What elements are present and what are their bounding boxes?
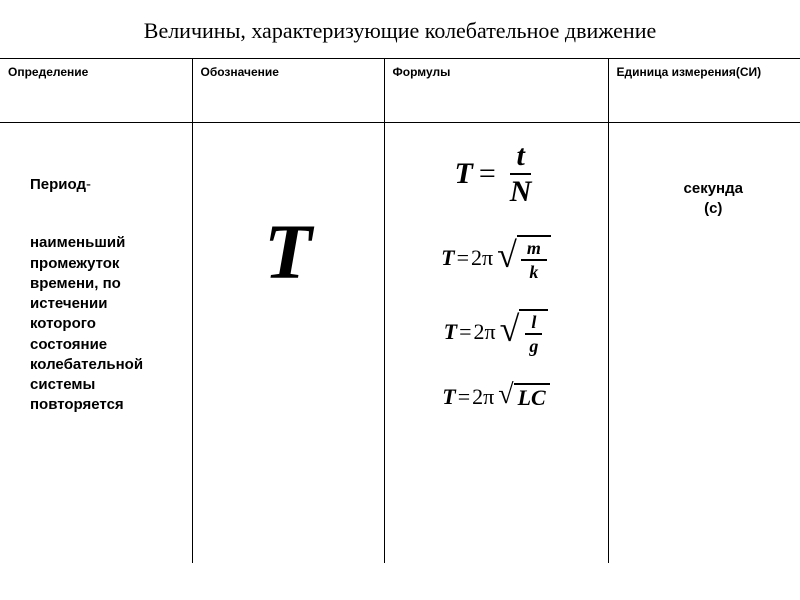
f1-num: t xyxy=(510,141,530,175)
f3-den: g xyxy=(523,335,544,355)
f4-arg: LC xyxy=(514,383,550,411)
cell-formulas: T = t N T = 2π √ xyxy=(384,123,608,563)
f3-eq: = xyxy=(459,319,471,345)
f2-eq: = xyxy=(457,245,469,271)
f1-eq: = xyxy=(479,157,496,191)
radical-icon: √ xyxy=(497,245,517,291)
f4-lhs: T xyxy=(442,384,455,410)
f3-num: l xyxy=(525,313,542,335)
f2-fraction: m k xyxy=(521,239,547,281)
f2-coef: 2π xyxy=(471,245,493,271)
unit-abbr: (с) xyxy=(639,199,789,219)
unit-name: секунда xyxy=(639,179,789,199)
f3-lhs: T xyxy=(444,319,457,345)
table-header-row: Определение Обозначение Формулы Единица … xyxy=(0,59,800,123)
f1-lhs: T xyxy=(455,157,473,191)
term-label: Период- xyxy=(30,175,180,195)
cell-unit: секунда (с) xyxy=(608,123,800,563)
cell-definition: Период- наименьший промежуток времени, п… xyxy=(0,123,192,563)
f2-num: m xyxy=(521,239,547,261)
term-name: Период xyxy=(30,176,86,193)
term-description: наименьший промежуток времени, по истече… xyxy=(30,233,160,415)
radical-icon: √ xyxy=(500,319,520,365)
header-definition: Определение xyxy=(0,59,192,123)
f4-sqrt: √ LC xyxy=(498,383,550,411)
f4-eq: = xyxy=(458,384,470,410)
f2-den: k xyxy=(523,261,544,281)
f3-fraction: l g xyxy=(523,313,544,355)
header-symbol: Обозначение xyxy=(192,59,384,123)
table-row: Период- наименьший промежуток времени, п… xyxy=(0,123,800,563)
f1-fraction: t N xyxy=(504,141,538,207)
f3-sqrt: √ l g xyxy=(500,309,549,355)
radical-icon: √ xyxy=(498,387,513,415)
formula-lc-circuit: T = 2π √ LC xyxy=(442,383,549,411)
dash: - xyxy=(86,176,91,193)
header-formulas: Формулы xyxy=(384,59,608,123)
formula-simple-pendulum: T = 2π √ l g xyxy=(444,309,549,355)
f1-den: N xyxy=(504,175,538,207)
symbol-T: T xyxy=(264,213,312,291)
formula-period-basic: T = t N xyxy=(455,141,538,207)
f2-sqrt: √ m k xyxy=(497,235,551,281)
f3-coef: 2π xyxy=(474,319,496,345)
formula-spring-pendulum: T = 2π √ m k xyxy=(441,235,551,281)
header-unit: Единица измерения(СИ) xyxy=(608,59,800,123)
page-title: Величины, характеризующие колебательное … xyxy=(0,0,800,58)
f4-coef: 2π xyxy=(472,384,494,410)
quantities-table: Определение Обозначение Формулы Единица … xyxy=(0,58,800,563)
f2-lhs: T xyxy=(441,245,454,271)
cell-symbol: T xyxy=(192,123,384,563)
